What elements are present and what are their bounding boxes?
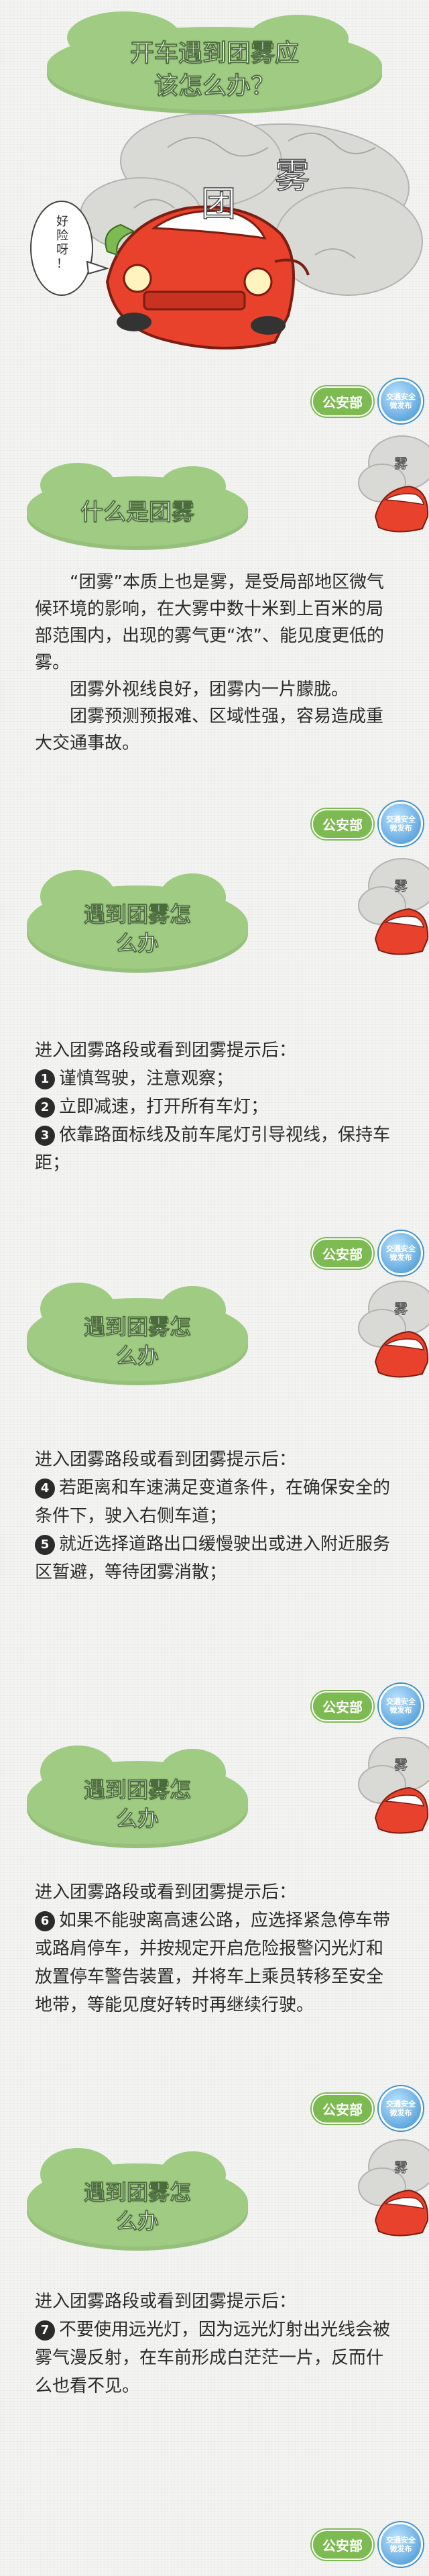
number-badge: 3 [35,1126,55,1146]
section-heading-cloud: 遇到团雾怎 么办 [27,1745,248,1848]
section-heading-cloud: 遇到团雾怎 么办 [27,869,248,973]
intro-text: 进入团雾路段或看到团雾提示后： [35,2292,297,2312]
badge: 公安部 交通安全 微发布 [312,802,423,846]
traffic-safety-logo-icon: 交通安全 微发布 [379,802,423,846]
section-heading-cloud: 什么是团雾 [27,463,248,550]
list-item: 5 就近选择道路出口缓慢驶出或进入附近服务区暂避，等待团雾消散； [35,1534,391,1582]
section-heading: 遇到团雾怎 么办 [83,2179,192,2235]
badge: 公安部 交通安全 微发布 [312,1231,423,1275]
paragraph: “团雾”本质上也是雾，是受局部地区微气候环境的影响，在大雾中数十米到上百米的局部… [35,572,384,673]
badge-ministry-label: 公安部 [312,386,373,417]
fog-car-thumbnail: 雾 [358,435,429,533]
fog-car-thumbnail: 雾 [358,858,429,955]
traffic-safety-logo-icon: 交通安全 微发布 [379,379,423,423]
list-item: 4 若距离和车速满足变道条件，在确保安全的条件下，驶入右侧车道； [35,1478,391,1526]
badge: 公安部 交通安全 微发布 [312,1684,423,1728]
paragraph: 团雾预测预报难、区域性强，容易造成重大交通事故。 [35,706,384,753]
svg-text:雾: 雾 [394,455,408,472]
section-body: “团雾”本质上也是雾，是受局部地区微气候环境的影响，在大雾中数十米到上百米的局部… [35,569,397,757]
section-body: 进入团雾路段或看到团雾提示后： 6 如果不能驶离高速公路，应选择紧急停车带或路肩停… [35,1878,397,2019]
number-badge: 6 [35,1911,55,1931]
section-body: 进入团雾路段或看到团雾提示后： 4 若距离和车速满足变道条件，在确保安全的条件下，… [35,1446,397,1587]
header-title-cloud: 开车遇到团雾应 该怎么办？ [47,11,382,114]
traffic-safety-logo-icon: 交通安全 微发布 [379,2522,423,2567]
red-car-icon [105,205,310,350]
number-badge: 5 [35,1535,55,1555]
badge: 公安部 交通安全 微发布 [312,2522,423,2567]
section-heading-cloud: 遇到团雾怎 么办 [27,2147,248,2251]
page-title: 开车遇到团雾应 该怎么办？ [129,40,300,100]
intro-text: 进入团雾路段或看到团雾提示后： [35,1040,297,1061]
intro-text: 进入团雾路段或看到团雾提示后： [35,1882,297,1902]
paragraph: 团雾外视线良好，团雾内一片朦胧。 [70,680,349,700]
fog-char-2: 雾 [274,156,310,197]
section-body: 进入团雾路段或看到团雾提示后： 7 不要使用远光灯，因为远光灯射出光线会被雾气漫反… [35,2288,397,2400]
intro-text: 进入团雾路段或看到团雾提示后： [35,1450,297,1470]
speech-text: 好 险 呀 ！ [56,215,68,271]
fog-car-thumbnail: 雾 [358,1737,429,1834]
section-heading: 遇到团雾怎 么办 [83,1313,192,1369]
list-item: 3 依靠路面标线及前车尾灯引导视线，保持车距； [35,1125,391,1173]
section-heading: 遇到团雾怎 么办 [83,901,192,957]
section-heading-cloud: 遇到团雾怎 么办 [27,1282,248,1385]
section-heading: 遇到团雾怎 么办 [83,1776,192,1832]
section-body: 进入团雾路段或看到团雾提示后： 1 谨慎驾驶，注意观察； 2 立即减速，打开所有车灯… [35,1036,397,1177]
badge: 公安部 交通安全 微发布 [312,2086,423,2131]
svg-text:雾: 雾 [394,1757,408,1773]
traffic-safety-logo-icon: 交通安全 微发布 [379,1684,423,1728]
number-badge: 1 [35,1069,55,1089]
hero-illustration [30,113,423,350]
number-badge: 2 [35,1097,55,1118]
traffic-safety-logo-icon: 交通安全 微发布 [379,1231,423,1275]
svg-text:雾: 雾 [394,878,408,894]
fog-char-1: 团 [200,184,237,225]
number-badge: 4 [35,1479,55,1499]
fog-car-thumbnail: 雾 [358,1281,429,1378]
badge: 公安部 交通安全 微发布 [312,379,423,423]
list-item: 6 如果不能驶离高速公路，应选择紧急停车带或路肩停车，并按规定开启危险报警闪光灯和… [35,1911,391,2015]
traffic-safety-logo-icon: 交通安全 微发布 [379,2086,423,2131]
list-item: 1 谨慎驾驶，注意观察； [35,1065,397,1093]
fog-car-thumbnail: 雾 [358,2139,429,2237]
section-heading: 什么是团雾 [80,499,195,527]
svg-text:雾: 雾 [394,1301,408,1317]
number-badge: 7 [35,2320,55,2341]
list-item: 2 立即减速，打开所有车灯； [35,1093,397,1121]
svg-text:雾: 雾 [394,2159,408,2176]
list-item: 7 不要使用远光灯，因为远光灯射出光线会被雾气漫反射，在车前形成白茫茫一片，反而什… [35,2320,391,2396]
